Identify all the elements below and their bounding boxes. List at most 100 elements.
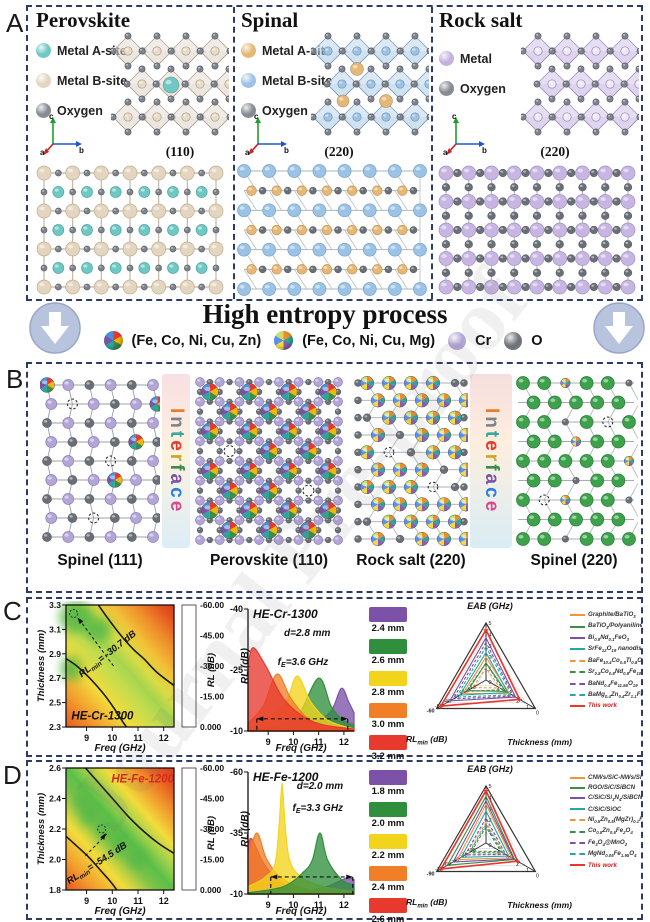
- svg-text:11: 11: [314, 900, 324, 910]
- interface-label: Interface: [166, 407, 187, 515]
- svg-text:-10: -10: [468, 685, 476, 691]
- svg-text:-45.00: -45.00: [200, 631, 224, 641]
- lattice-projection-spinel-220: [237, 164, 427, 296]
- radar-legend-label: This work: [588, 702, 617, 710]
- atom-color-icon: [36, 103, 51, 118]
- line-swatch: [570, 694, 585, 697]
- pie-mg-icon: [274, 331, 294, 350]
- radar-legend-item: This work: [570, 862, 642, 869]
- line-swatch: [570, 819, 585, 822]
- radar-legend-label: CNWs/SiC-NWs/SiCN: [588, 774, 642, 781]
- structure-legend: Metal Oxygen: [439, 51, 506, 111]
- line-swatch: [570, 659, 585, 662]
- banner-legend-label: O: [531, 332, 543, 349]
- color-swatch: [369, 671, 407, 686]
- radar-legend-item: BaMg0.4Zn0.4Zr1.1Fe10.4O19: [570, 691, 642, 699]
- line-swatch: [570, 625, 585, 628]
- thickness-label: 2.6 mm: [371, 655, 405, 666]
- svg-text:a: a: [245, 148, 250, 157]
- panel-label-a: A: [6, 8, 24, 38]
- down-arrow-icon: [29, 302, 81, 354]
- axis-triad-icon: c b a: [40, 112, 84, 157]
- legend-label: Metal B-site: [57, 73, 128, 88]
- svg-text:11: 11: [133, 733, 143, 743]
- svg-text:12: 12: [339, 737, 349, 747]
- radar-legend-label: This work: [588, 861, 617, 869]
- lattice-spinel-111: [40, 377, 160, 543]
- thickness-legend-item: 2.8 mm: [366, 671, 410, 698]
- svg-text:a: a: [443, 148, 448, 157]
- crystal-3d-spinel: [311, 32, 429, 136]
- thickness-legend: 1.8 mm 2.0 mm 2.2 mm 2.4 mm 2.6 mm: [366, 770, 410, 922]
- lattice-spinel-220: [516, 376, 638, 546]
- atom-color-icon: [241, 73, 256, 88]
- plane-label: (110): [165, 144, 195, 159]
- svg-text:1: 1: [489, 830, 492, 836]
- lattice-projection-perovskite-110: [36, 165, 224, 295]
- svg-text:RL (dB): RL (dB): [206, 816, 217, 850]
- radar-legend-item: RGO/SiC/SiBCN: [570, 784, 642, 791]
- structure-title: Spinal: [241, 8, 299, 32]
- line-swatch: [570, 614, 585, 617]
- color-swatch: [369, 607, 407, 622]
- thickness-legend: 2.4 mm 2.6 mm 2.8 mm 3.0 mm 3.2 mm: [366, 607, 410, 767]
- radar-legend-label: Graphite/BaTiO3: [588, 611, 636, 620]
- svg-text:2: 2: [489, 818, 492, 824]
- radar-legend-item: SrFe12O19 nanodisks: [570, 645, 642, 654]
- color-swatch: [369, 770, 407, 785]
- svg-text:HE-Fe-1200: HE-Fe-1200: [111, 774, 174, 786]
- structure-title: Rock salt: [439, 8, 523, 32]
- svg-text:-50: -50: [435, 704, 443, 710]
- line-swatch: [570, 808, 585, 811]
- svg-text:-40: -40: [443, 699, 451, 705]
- color-swatch: [369, 703, 407, 718]
- atom-color-icon: [448, 331, 467, 350]
- line-swatch: [570, 636, 585, 639]
- radar-legend-label: Sr0.8Co0.8Nd0.8Fe10.8O19/NiFe2O4: [588, 668, 642, 677]
- line-swatch: [570, 682, 585, 685]
- svg-text:0: 0: [489, 843, 492, 849]
- legend-label: Oxygen: [460, 81, 506, 96]
- banner-title: High entropy process: [202, 299, 448, 329]
- interface-label: Interface: [481, 407, 502, 515]
- svg-text:2.4: 2.4: [49, 794, 61, 804]
- legend-label: Oxygen: [262, 103, 308, 118]
- thickness-legend-item: 2.4 mm: [366, 607, 410, 634]
- radar-legend-label: C/SiC/SiOC: [588, 805, 622, 813]
- radar-legend-label: Fe3O4@MnO2: [588, 838, 628, 848]
- svg-text:9: 9: [84, 733, 89, 743]
- thickness-legend-item: 2.6 mm: [366, 898, 410, 922]
- interface-strip: Interface: [162, 374, 190, 548]
- svg-text:Freq (GHz): Freq (GHz): [94, 743, 146, 753]
- radar-axis-label: RLmin (dB): [406, 897, 448, 910]
- legend-label: Metal B-site: [262, 73, 333, 88]
- svg-text:Thickness (mm): Thickness (mm): [36, 630, 47, 702]
- svg-text:-60: -60: [427, 709, 435, 715]
- svg-text:2.5: 2.5: [49, 698, 61, 708]
- colorbar: -60.00 -45.00 -30.00 -15.00 0.000 RL (dB): [180, 764, 256, 916]
- legend-item: Oxygen: [36, 103, 127, 118]
- svg-text:c: c: [49, 112, 54, 121]
- panel-b-high-entropy-interfaces: Interface Interface Spinel (111) Perovsk…: [26, 362, 643, 593]
- legend-item: Oxygen: [241, 103, 332, 118]
- thickness-legend-item: 2.0 mm: [366, 802, 410, 829]
- line-swatch: [570, 648, 585, 651]
- svg-text:1: 1: [526, 705, 529, 711]
- thickness-label: 2.4 mm: [371, 882, 405, 893]
- svg-text:0: 0: [536, 711, 539, 717]
- radar-legend-label: BaTiO3/Polyaniline: [588, 622, 642, 631]
- banner-legend-label: (Fe, Co, Ni, Cu, Zn): [131, 332, 262, 349]
- axis-triad-icon: c b a: [245, 112, 289, 157]
- svg-text:b: b: [284, 146, 289, 155]
- legend-item: Metal B-site: [36, 73, 127, 88]
- atom-color-icon: [439, 51, 454, 66]
- radar-legend-label: BaFe10.4Co0.8Ti0.8O19: [588, 656, 642, 665]
- radar-legend-item: BaTiO3/Polyaniline: [570, 622, 642, 631]
- atom-color-icon: [241, 103, 256, 118]
- svg-text:2.9: 2.9: [49, 649, 61, 659]
- radar-legend-label: C/SiC/Si3N4/SiBCN: [588, 794, 642, 803]
- lattice-caption: Perovskite (110): [209, 552, 329, 569]
- lattice-caption: Rock salt (220): [356, 552, 466, 569]
- line-swatch: [570, 671, 585, 674]
